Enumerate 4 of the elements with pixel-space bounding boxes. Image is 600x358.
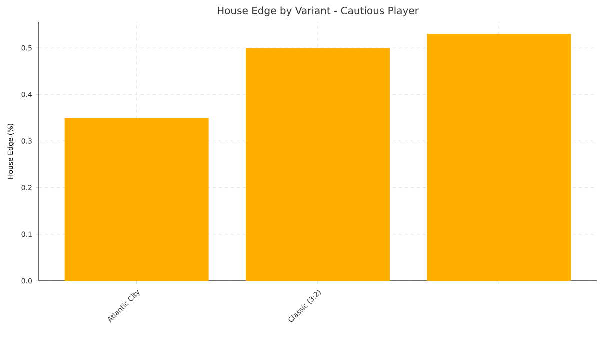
chart-title: House Edge by Variant - Cautious Player	[218, 6, 419, 16]
bar	[246, 48, 390, 281]
bar	[427, 34, 572, 281]
bar	[64, 118, 209, 281]
